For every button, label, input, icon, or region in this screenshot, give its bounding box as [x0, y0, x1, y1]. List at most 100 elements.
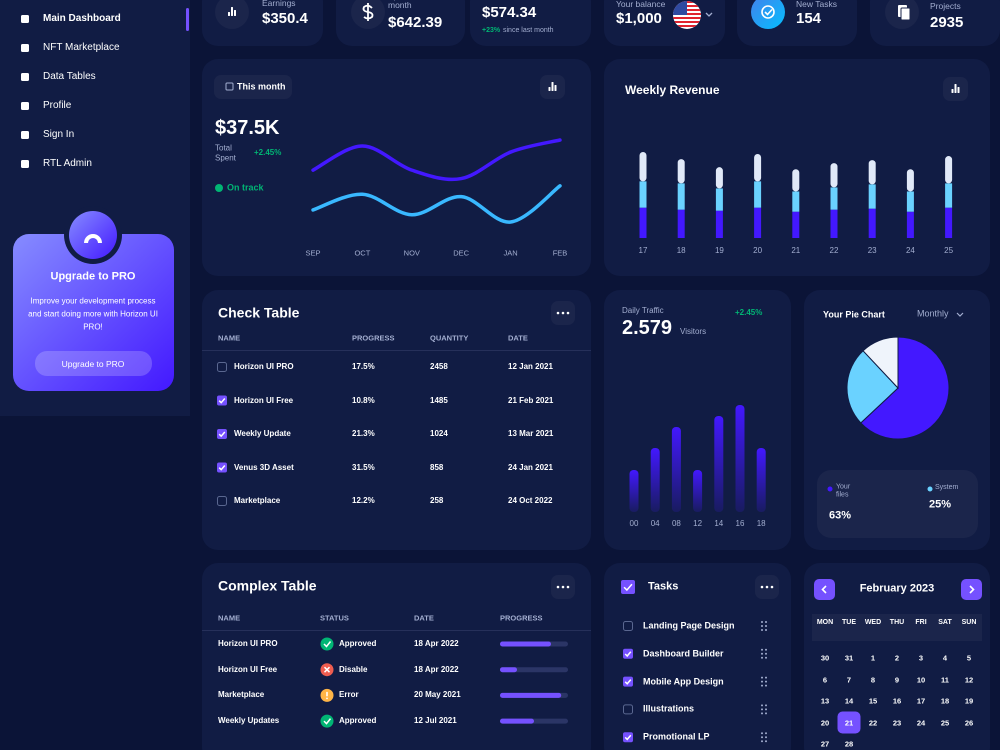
nav-item[interactable]: Main Dashboard — [43, 13, 121, 24]
day[interactable]: 22 — [868, 718, 878, 727]
weekday: THU — [889, 618, 905, 626]
task-label[interactable]: Mobile App Design — [643, 676, 724, 687]
day[interactable]: 16 — [892, 696, 902, 706]
checkbox[interactable] — [217, 395, 227, 406]
checkbox[interactable] — [217, 429, 227, 439]
card-title: Complex Table — [218, 577, 317, 594]
bar-segment — [868, 184, 876, 209]
checkbox[interactable] — [217, 496, 227, 506]
day[interactable]: 7 — [846, 675, 852, 684]
drag-handle — [765, 629, 767, 631]
day[interactable]: 10 — [916, 675, 926, 684]
icon — [554, 85, 557, 91]
checkbox[interactable] — [623, 648, 633, 659]
period-button[interactable] — [214, 75, 292, 99]
day[interactable]: 5 — [966, 653, 972, 663]
icon — [225, 82, 234, 91]
bar-segment — [830, 187, 838, 210]
card-title: Check Table — [218, 304, 300, 321]
task-label[interactable]: Dashboard Builder — [643, 648, 724, 659]
stat-label: Your balance — [616, 0, 666, 9]
checkbox[interactable] — [217, 462, 227, 473]
drag-handle — [761, 708, 763, 711]
day[interactable]: 27 — [820, 739, 830, 749]
column-header: DATE — [414, 613, 434, 623]
period-select[interactable]: Monthly — [917, 308, 949, 319]
checkbox[interactable] — [623, 732, 633, 743]
stat-value: $350.4 — [262, 10, 308, 27]
nav-icon — [21, 73, 29, 81]
day[interactable]: 11 — [941, 675, 949, 684]
cell: 13 Mar 2021 — [508, 429, 554, 439]
period-label[interactable]: This month — [237, 81, 286, 92]
stat-value: $574.34 — [482, 4, 537, 21]
next-button[interactable] — [961, 579, 982, 600]
change: +2.45% — [254, 148, 282, 158]
day[interactable]: 14 — [844, 696, 854, 706]
x-tick-label: NOV — [403, 248, 420, 258]
day[interactable]: 4 — [942, 653, 948, 663]
bar-segment — [830, 209, 838, 238]
day[interactable]: 13 — [820, 696, 830, 706]
cell: 258 — [430, 496, 444, 506]
nav-item[interactable]: NFT Marketplace — [43, 42, 120, 53]
checkbox[interactable] — [623, 621, 633, 631]
cell: 12 Jul 2021 — [414, 716, 457, 726]
status-icon — [320, 714, 334, 728]
day[interactable]: 18 — [940, 696, 950, 706]
check-icon — [623, 583, 633, 592]
day[interactable]: 2 — [894, 653, 900, 663]
day[interactable]: 19 — [964, 696, 974, 706]
day[interactable]: 17 — [916, 696, 926, 706]
day[interactable]: 20 — [820, 718, 830, 727]
flag-stripe — [673, 25, 701, 27]
prev-button[interactable] — [814, 579, 835, 600]
icon — [765, 585, 769, 589]
cell: 1485 — [430, 395, 448, 405]
bar-segment — [677, 209, 685, 238]
card — [202, 59, 591, 276]
cell: 12 Jan 2021 — [508, 362, 553, 372]
drag-handle — [761, 704, 763, 707]
nav-item[interactable]: Profile — [43, 100, 72, 111]
column-header: DATE — [508, 333, 528, 343]
task-label[interactable]: Illustrations — [643, 703, 695, 714]
progress-bar — [500, 692, 562, 698]
task-label[interactable]: Landing Page Design — [643, 620, 735, 631]
day[interactable]: 9 — [894, 675, 900, 684]
icon — [760, 585, 764, 589]
cell: Horizon UI Free — [218, 664, 278, 674]
card — [202, 290, 591, 550]
icon — [956, 312, 964, 317]
nav-item[interactable]: RTL Admin — [43, 158, 92, 169]
nav-item[interactable]: Data Tables — [43, 71, 96, 82]
nav-icon — [21, 44, 29, 52]
pie-slice — [846, 350, 899, 424]
card — [202, 563, 591, 750]
day[interactable]: 12 — [964, 675, 974, 684]
checkbox[interactable] — [623, 676, 633, 687]
upgrade-button[interactable] — [35, 351, 152, 376]
day[interactable]: 8 — [870, 675, 876, 684]
day[interactable]: 24 — [916, 718, 926, 727]
day[interactable]: 3 — [918, 653, 924, 663]
traffic-label: Daily Traffic — [622, 306, 664, 316]
day[interactable]: 26 — [964, 718, 974, 727]
upgrade-button-label[interactable]: Upgrade to PRO — [61, 358, 125, 369]
day[interactable]: 30 — [820, 653, 830, 663]
day[interactable]: 1 — [870, 653, 876, 663]
day[interactable]: 15 — [868, 696, 878, 706]
day[interactable]: 28 — [844, 739, 854, 749]
cell: 18 Apr 2022 — [414, 639, 459, 649]
day[interactable]: 31 — [844, 653, 854, 663]
day[interactable]: 25 — [940, 718, 950, 727]
cell: 12.2% — [352, 496, 375, 506]
day[interactable]: 23 — [892, 718, 902, 727]
nav-item[interactable]: Sign In — [43, 129, 75, 140]
task-label[interactable]: Promotional LP — [643, 731, 710, 742]
checkbox[interactable] — [217, 362, 227, 372]
checkbox[interactable] — [623, 704, 633, 715]
day[interactable]: 6 — [822, 675, 828, 684]
checkbox[interactable] — [621, 580, 635, 594]
day[interactable]: 21 — [844, 718, 854, 727]
